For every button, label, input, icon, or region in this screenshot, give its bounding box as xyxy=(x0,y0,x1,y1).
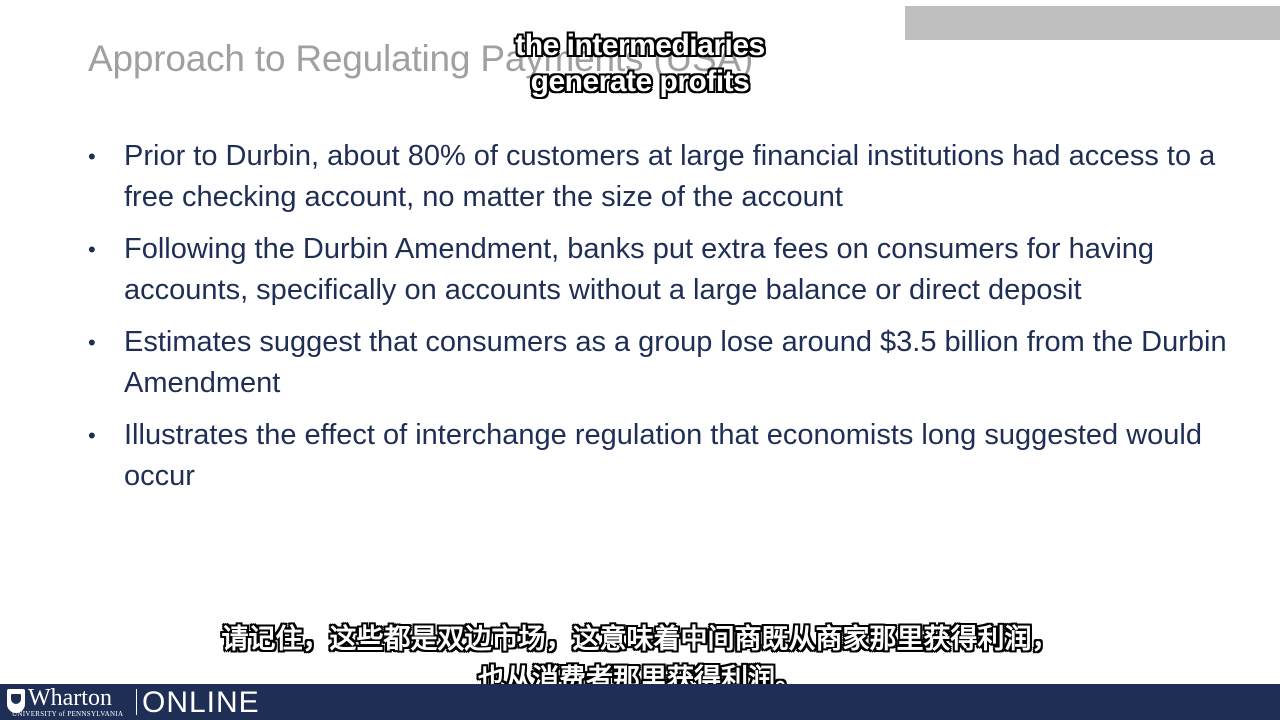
slide-title: Approach to Regulating Payments (USA) xyxy=(88,38,754,79)
english-subtitle-line2: generate profits xyxy=(530,65,750,98)
bullet-marker: • xyxy=(88,237,96,262)
bullet-marker: • xyxy=(88,423,96,448)
bullet-marker: • xyxy=(88,144,96,169)
bullet-text: Illustrates the effect of interchange re… xyxy=(124,419,1202,492)
wharton-shield-icon xyxy=(7,689,25,713)
english-subtitle-line1: the intermediaries xyxy=(515,29,765,62)
slide: Approach to Regulating Payments (USA) • … xyxy=(0,6,1280,695)
bullet-list: • Prior to Durbin, about 80% of customer… xyxy=(88,136,1228,508)
brand-subtitle: UNIVERSITY of PENNSYLVANIA xyxy=(12,710,124,718)
chinese-subtitle-line1: 请记住，这些都是双边市场，这意味着中间商既从商家那里获得利润， xyxy=(221,624,1059,655)
bullet-item: • Illustrates the effect of interchange … xyxy=(88,415,1228,497)
brand-online: ONLINE xyxy=(142,686,260,719)
bullet-marker: • xyxy=(88,330,96,355)
footer-bar: Wharton UNIVERSITY of PENNSYLVANIA ONLIN… xyxy=(0,684,1280,720)
bullet-text: Estimates suggest that consumers as a gr… xyxy=(124,326,1227,399)
bullet-item: • Estimates suggest that consumers as a … xyxy=(88,322,1228,404)
brand-divider xyxy=(136,689,137,715)
top-bar xyxy=(905,6,1280,40)
bullet-text: Following the Durbin Amendment, banks pu… xyxy=(124,233,1155,306)
brand-name: Wharton xyxy=(28,685,112,711)
bullet-text: Prior to Durbin, about 80% of customers … xyxy=(124,140,1216,213)
english-subtitle: the intermediaries generate profits xyxy=(0,28,1280,100)
bullet-item: • Prior to Durbin, about 80% of customer… xyxy=(88,136,1228,218)
bullet-item: • Following the Durbin Amendment, banks … xyxy=(88,229,1228,311)
